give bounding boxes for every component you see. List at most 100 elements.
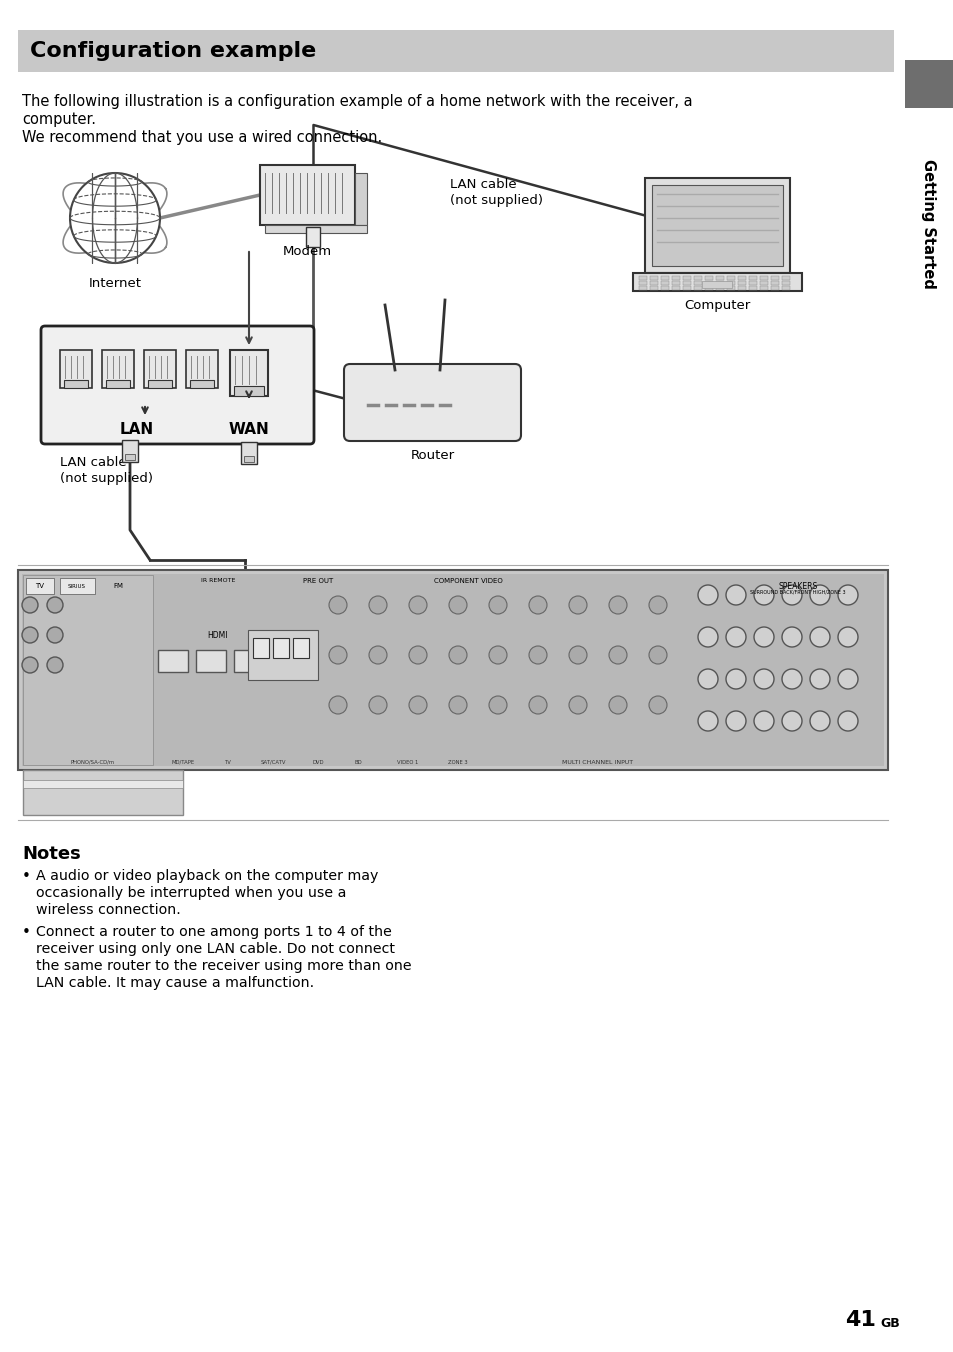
Text: SPEAKERS: SPEAKERS <box>778 581 817 591</box>
Circle shape <box>329 596 347 614</box>
Bar <box>693 276 701 280</box>
Bar <box>649 276 658 280</box>
Bar <box>22 575 883 767</box>
Bar <box>64 380 88 388</box>
Circle shape <box>809 711 829 731</box>
Circle shape <box>409 596 427 614</box>
Circle shape <box>781 711 801 731</box>
Text: COMPONENT VIDEO: COMPONENT VIDEO <box>434 579 502 584</box>
Bar <box>726 287 734 289</box>
Circle shape <box>449 696 467 714</box>
Text: Getting Started: Getting Started <box>921 160 936 289</box>
Bar <box>260 165 355 224</box>
Circle shape <box>369 596 387 614</box>
Circle shape <box>781 669 801 690</box>
Circle shape <box>409 646 427 664</box>
Text: FM: FM <box>112 583 123 589</box>
Bar <box>693 287 701 289</box>
Bar <box>704 287 712 289</box>
Text: A audio or video playback on the computer may: A audio or video playback on the compute… <box>36 869 378 883</box>
Text: GB: GB <box>879 1317 899 1330</box>
Text: Modem: Modem <box>283 245 332 258</box>
Circle shape <box>753 711 773 731</box>
Text: Configuration example: Configuration example <box>30 41 315 61</box>
Bar <box>148 380 172 388</box>
Bar <box>649 281 658 284</box>
Circle shape <box>698 711 718 731</box>
Text: VIDEO 1: VIDEO 1 <box>396 760 418 765</box>
Text: •: • <box>22 925 30 940</box>
Text: (not supplied): (not supplied) <box>450 193 542 207</box>
Bar <box>760 281 767 284</box>
Circle shape <box>648 596 666 614</box>
Bar <box>671 287 679 289</box>
Text: The following illustration is a configuration example of a home network with the: The following illustration is a configur… <box>22 95 692 110</box>
Bar <box>701 281 732 288</box>
Text: wireless connection.: wireless connection. <box>36 903 180 917</box>
Bar <box>639 276 646 280</box>
Text: SAT/CATV: SAT/CATV <box>260 760 286 765</box>
Bar <box>682 276 690 280</box>
Bar <box>26 579 54 594</box>
Circle shape <box>47 598 63 612</box>
Bar <box>355 173 367 224</box>
Bar <box>770 276 779 280</box>
Bar <box>23 575 152 765</box>
Circle shape <box>329 696 347 714</box>
Bar <box>18 30 893 72</box>
Bar <box>23 780 183 788</box>
Text: SIRIUS: SIRIUS <box>68 584 86 588</box>
Bar <box>102 350 133 388</box>
Text: computer.: computer. <box>22 112 96 127</box>
Bar <box>904 108 953 339</box>
Bar <box>190 380 213 388</box>
Bar <box>23 771 183 815</box>
Bar <box>660 276 668 280</box>
FancyBboxPatch shape <box>344 364 520 441</box>
Bar <box>639 287 646 289</box>
Circle shape <box>529 646 546 664</box>
Bar <box>660 281 668 284</box>
Circle shape <box>449 596 467 614</box>
Bar <box>704 281 712 284</box>
Circle shape <box>70 173 160 264</box>
Circle shape <box>608 696 626 714</box>
Circle shape <box>47 657 63 673</box>
Bar <box>233 387 264 396</box>
Bar <box>144 350 175 388</box>
Bar <box>122 439 138 462</box>
Circle shape <box>837 627 857 648</box>
Bar <box>738 281 745 284</box>
Text: HDMI: HDMI <box>208 631 228 639</box>
Text: TV: TV <box>224 760 232 765</box>
Bar <box>738 276 745 280</box>
Circle shape <box>809 669 829 690</box>
Bar <box>748 276 757 280</box>
Circle shape <box>809 627 829 648</box>
Bar <box>248 630 317 680</box>
Bar <box>644 178 789 273</box>
Text: Notes: Notes <box>22 845 81 863</box>
Text: ZONE 3: ZONE 3 <box>448 760 467 765</box>
Circle shape <box>529 596 546 614</box>
Circle shape <box>47 627 63 644</box>
Circle shape <box>753 627 773 648</box>
Text: 41: 41 <box>844 1310 875 1330</box>
Bar <box>671 281 679 284</box>
Circle shape <box>698 627 718 648</box>
Circle shape <box>698 669 718 690</box>
Circle shape <box>608 596 626 614</box>
Bar <box>904 59 953 108</box>
Circle shape <box>22 627 38 644</box>
Bar <box>770 281 779 284</box>
Text: (not supplied): (not supplied) <box>60 472 152 485</box>
Bar <box>671 276 679 280</box>
Bar <box>716 287 723 289</box>
Bar <box>60 350 91 388</box>
Circle shape <box>22 598 38 612</box>
Circle shape <box>753 669 773 690</box>
Circle shape <box>837 711 857 731</box>
Text: PRE OUT: PRE OUT <box>302 579 333 584</box>
Bar <box>704 276 712 280</box>
Text: receiver using only one LAN cable. Do not connect: receiver using only one LAN cable. Do no… <box>36 942 395 956</box>
